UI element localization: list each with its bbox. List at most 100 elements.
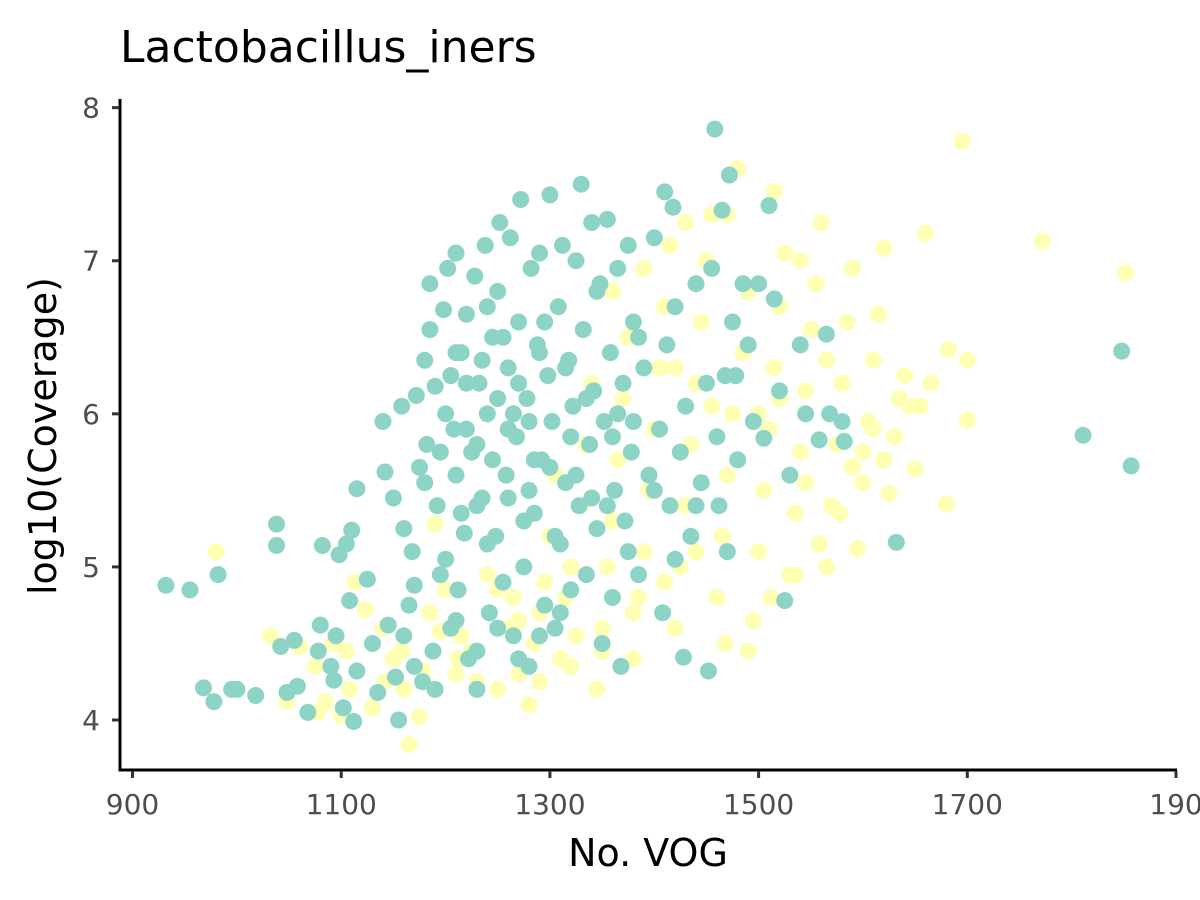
data-point	[718, 466, 736, 484]
data-point	[557, 359, 575, 377]
data-point	[543, 413, 561, 430]
data-point	[802, 321, 820, 339]
data-point	[703, 259, 721, 277]
data-point	[515, 512, 533, 530]
data-point	[431, 443, 449, 461]
data-point	[536, 573, 554, 591]
data-point	[645, 229, 663, 247]
data-point	[797, 382, 815, 400]
data-point	[334, 699, 352, 717]
data-point	[551, 604, 569, 622]
data-point	[771, 382, 788, 400]
data-point	[546, 619, 564, 637]
data-point	[958, 351, 976, 369]
data-point	[833, 413, 851, 430]
data-point	[807, 275, 825, 293]
data-point	[604, 589, 621, 606]
points-layer	[157, 120, 1140, 753]
data-point	[739, 336, 757, 354]
data-point	[411, 708, 428, 726]
data-point	[478, 405, 496, 423]
data-point	[416, 474, 434, 492]
data-point	[708, 589, 726, 606]
data-point	[716, 635, 734, 652]
data-point	[953, 132, 971, 150]
data-point	[675, 648, 692, 666]
data-point	[682, 527, 700, 545]
data-point	[661, 236, 679, 254]
data-point	[484, 451, 501, 469]
data-point	[337, 535, 355, 553]
data-point	[624, 650, 642, 668]
data-point	[710, 497, 728, 515]
data-point	[272, 638, 290, 655]
y-ticks: 4 5 6 7 8	[82, 92, 119, 737]
data-point	[536, 596, 554, 614]
data-point	[791, 443, 809, 461]
data-point	[911, 397, 929, 415]
data-point	[875, 240, 893, 257]
data-point	[922, 374, 940, 392]
data-point	[817, 325, 835, 343]
data-point	[510, 374, 528, 392]
data-point	[708, 428, 726, 446]
data-point	[755, 429, 773, 447]
data-point	[387, 668, 404, 686]
data-point	[228, 680, 246, 698]
x-tick-label: 190	[1149, 788, 1200, 821]
data-point	[838, 313, 856, 331]
data-point	[393, 642, 411, 660]
data-point	[727, 367, 745, 385]
data-point	[844, 259, 861, 277]
data-point	[797, 405, 815, 423]
data-point	[562, 581, 580, 599]
data-point	[739, 642, 757, 660]
data-point	[593, 635, 611, 652]
data-point	[510, 313, 528, 331]
data-point	[421, 604, 439, 622]
data-point	[411, 458, 428, 476]
data-point	[536, 313, 554, 331]
data-point	[476, 236, 494, 254]
data-point	[606, 481, 624, 499]
x-tick-label: 1700	[932, 788, 1003, 821]
y-tick-label: 7	[82, 245, 100, 278]
data-point	[567, 252, 585, 270]
data-point	[447, 244, 465, 262]
data-point	[478, 566, 496, 584]
data-point	[522, 259, 540, 277]
data-point	[666, 298, 684, 316]
data-point	[421, 275, 439, 293]
data-point	[364, 699, 381, 717]
data-point	[478, 298, 496, 316]
data-point	[844, 458, 861, 476]
data-point	[452, 504, 470, 522]
y-axis-label: log10(Coverage)	[21, 277, 65, 595]
data-point	[854, 443, 872, 461]
data-point	[677, 214, 695, 231]
data-point	[762, 589, 780, 606]
data-point	[750, 275, 768, 293]
data-point	[439, 259, 457, 277]
data-point	[630, 589, 648, 606]
data-point	[447, 466, 465, 484]
data-point	[489, 680, 507, 698]
data-point	[595, 413, 613, 430]
data-point	[687, 497, 705, 515]
data-point	[765, 183, 783, 201]
data-point	[880, 484, 898, 502]
data-point	[489, 390, 507, 407]
data-point	[917, 224, 935, 242]
data-point	[706, 120, 724, 138]
data-point	[821, 405, 839, 423]
data-point	[619, 543, 637, 561]
data-point	[791, 336, 809, 354]
data-point	[541, 458, 559, 476]
data-point	[468, 497, 486, 515]
data-point	[494, 328, 512, 346]
data-point	[414, 673, 432, 691]
data-point	[651, 359, 668, 377]
data-point	[435, 301, 452, 319]
data-point	[390, 711, 408, 729]
